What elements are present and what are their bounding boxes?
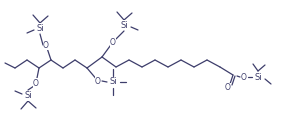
Text: Si: Si: [120, 20, 128, 29]
Text: Si: Si: [109, 78, 117, 86]
Text: O: O: [225, 84, 231, 92]
Text: O: O: [95, 76, 101, 85]
Text: Si: Si: [36, 23, 44, 33]
Text: O: O: [241, 73, 247, 81]
Text: O: O: [110, 38, 116, 47]
Text: O: O: [33, 79, 39, 87]
Text: O: O: [43, 40, 49, 49]
Text: Si: Si: [24, 91, 32, 100]
Text: Si: Si: [254, 73, 262, 81]
